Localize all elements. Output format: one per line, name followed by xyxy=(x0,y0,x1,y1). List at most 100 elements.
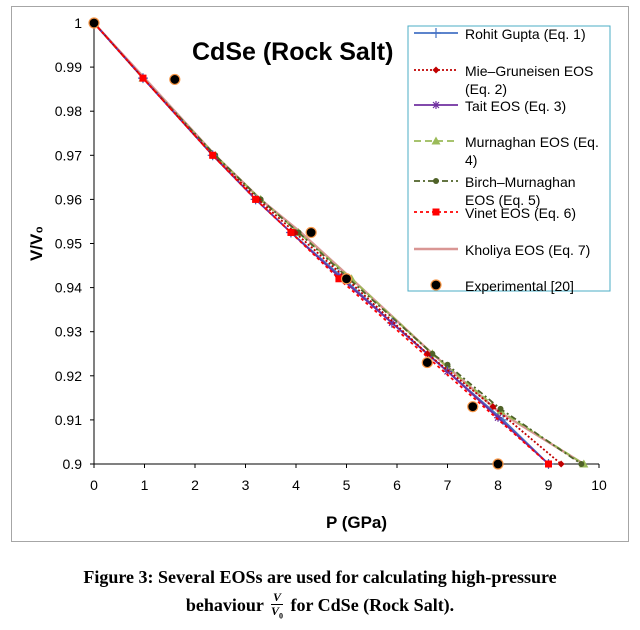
marker-shape xyxy=(494,413,502,422)
marker-shape xyxy=(557,460,565,468)
data-point xyxy=(429,350,436,357)
x-tick-label: 2 xyxy=(191,477,199,493)
legend-swatch-marker xyxy=(432,101,440,109)
data-point xyxy=(287,228,295,236)
marker-shape xyxy=(443,367,452,376)
data-point xyxy=(494,413,502,422)
legend-item: Murnaghan EOS (Eq. 4) xyxy=(414,134,599,168)
legend-swatch-marker xyxy=(431,28,441,38)
marker-shape xyxy=(209,151,217,159)
marker-shape xyxy=(444,361,451,368)
series-line xyxy=(93,22,582,465)
marker-shape xyxy=(431,136,441,145)
fraction-denominator: V0 xyxy=(271,605,283,622)
marker-shape xyxy=(432,66,440,74)
x-tick-label: 8 xyxy=(494,477,502,493)
x-tick-label: 9 xyxy=(545,477,553,493)
y-tick-label: 1 xyxy=(74,15,82,31)
marker-shape xyxy=(287,228,295,236)
data-point xyxy=(421,356,433,369)
marker-shape xyxy=(467,401,479,413)
data-point xyxy=(444,361,451,368)
figure-caption: Figure 3: Several EOSs are used for calc… xyxy=(0,563,640,622)
data-point xyxy=(492,458,504,470)
legend: Rohit Gupta (Eq. 1) Mie–Gruneisen EOS (Eq.… xyxy=(407,25,611,294)
legend-item: Birch–Murnaghan EOS (Eq. 5) xyxy=(414,174,576,208)
marker-shape xyxy=(433,178,439,184)
marker-shape xyxy=(489,403,497,411)
legend-label: Rohit Gupta (Eq. 1) xyxy=(465,26,586,42)
data-point xyxy=(497,405,504,412)
marker-shape xyxy=(430,279,442,291)
y-tick-label: 0.99 xyxy=(55,59,82,75)
caption-text-after: for CdSe (Rock Salt). xyxy=(290,595,455,615)
legend-item: Experimental [20] xyxy=(430,278,574,294)
legend-swatch-marker xyxy=(432,208,440,216)
x-tick-label: 3 xyxy=(242,477,250,493)
marker-shape xyxy=(169,73,181,86)
y-tick-label: 0.95 xyxy=(55,236,82,252)
legend-label: 4) xyxy=(465,152,477,168)
legend-swatch-marker xyxy=(433,178,439,184)
marker-shape xyxy=(432,208,440,216)
fraction-numerator: V xyxy=(271,590,284,606)
y-tick-label: 0.92 xyxy=(55,368,82,384)
x-tick-label: 1 xyxy=(141,477,149,493)
y-tick-label: 0.94 xyxy=(55,280,82,296)
marker-shape xyxy=(432,101,440,109)
marker-shape xyxy=(545,460,552,468)
marker-shape xyxy=(335,275,343,283)
data-point xyxy=(335,275,343,283)
legend-swatch-marker xyxy=(430,279,442,291)
data-point xyxy=(209,151,217,159)
data-point xyxy=(557,460,565,468)
caption-line-2: behaviour V V0 for CdSe (Rock Salt). xyxy=(0,590,640,622)
legend-label: (Eq. 2) xyxy=(465,81,507,97)
legend-swatch-marker xyxy=(431,136,441,145)
marker-shape xyxy=(497,405,504,412)
legend-label: EOS (Eq. 5) xyxy=(465,192,540,208)
caption-fraction: V V0 xyxy=(271,590,284,622)
marker-shape xyxy=(431,28,441,38)
legend-label: Murnaghan EOS (Eq. xyxy=(465,134,599,150)
y-tick-label: 0.98 xyxy=(55,103,82,119)
legend-label: Mie–Gruneisen EOS xyxy=(465,63,593,79)
fraction-denominator-subscript: 0 xyxy=(279,611,284,621)
legend-label: Vinet EOS (Eq. 6) xyxy=(465,205,576,221)
legend-label: Kholiya EOS (Eq. 7) xyxy=(465,242,590,258)
data-point xyxy=(169,73,181,86)
y-tick-label: 0.93 xyxy=(55,324,82,340)
x-axis-title: P (GPa) xyxy=(326,513,387,532)
legend-label: Tait EOS (Eq. 3) xyxy=(465,98,566,114)
legend-item: Mie–Gruneisen EOS (Eq. 2) xyxy=(414,63,593,97)
legend-box xyxy=(407,25,611,292)
data-point xyxy=(489,403,497,411)
y-tick-label: 0.91 xyxy=(55,412,82,428)
series-vinet-eos-eq-6 xyxy=(93,22,552,468)
marker-shape xyxy=(492,458,504,470)
data-point xyxy=(467,401,479,413)
marker-shape xyxy=(340,273,353,285)
x-tick-label: 4 xyxy=(292,477,300,493)
data-point xyxy=(387,318,396,327)
caption-line-1: Figure 3: Several EOSs are used for calc… xyxy=(83,567,557,587)
data-point xyxy=(340,273,353,285)
y-axis-title: V/V₀ xyxy=(27,226,46,261)
marker-shape xyxy=(252,195,260,203)
x-tick-label: 0 xyxy=(90,477,98,493)
chart: 0 1 2 3 4 5 6 7 8 9 10 0.9 0.91 0.92 0.93 0.94 0.95 0.96 0… xyxy=(27,15,611,532)
marker-shape xyxy=(305,226,317,239)
y-tick-label: 0.9 xyxy=(63,456,83,472)
legend-label: Experimental [20] xyxy=(465,278,574,294)
marker-shape xyxy=(88,17,100,29)
data-point xyxy=(443,367,452,376)
data-point xyxy=(88,17,100,29)
legend-swatch-marker xyxy=(432,66,440,74)
caption-text-before: behaviour xyxy=(185,595,264,615)
fraction-denominator-base: V xyxy=(271,604,280,619)
marker-shape xyxy=(421,356,433,369)
x-tick-label: 10 xyxy=(591,477,607,493)
data-point xyxy=(578,461,585,467)
chart-title: CdSe (Rock Salt) xyxy=(192,38,393,66)
data-point xyxy=(305,226,317,239)
